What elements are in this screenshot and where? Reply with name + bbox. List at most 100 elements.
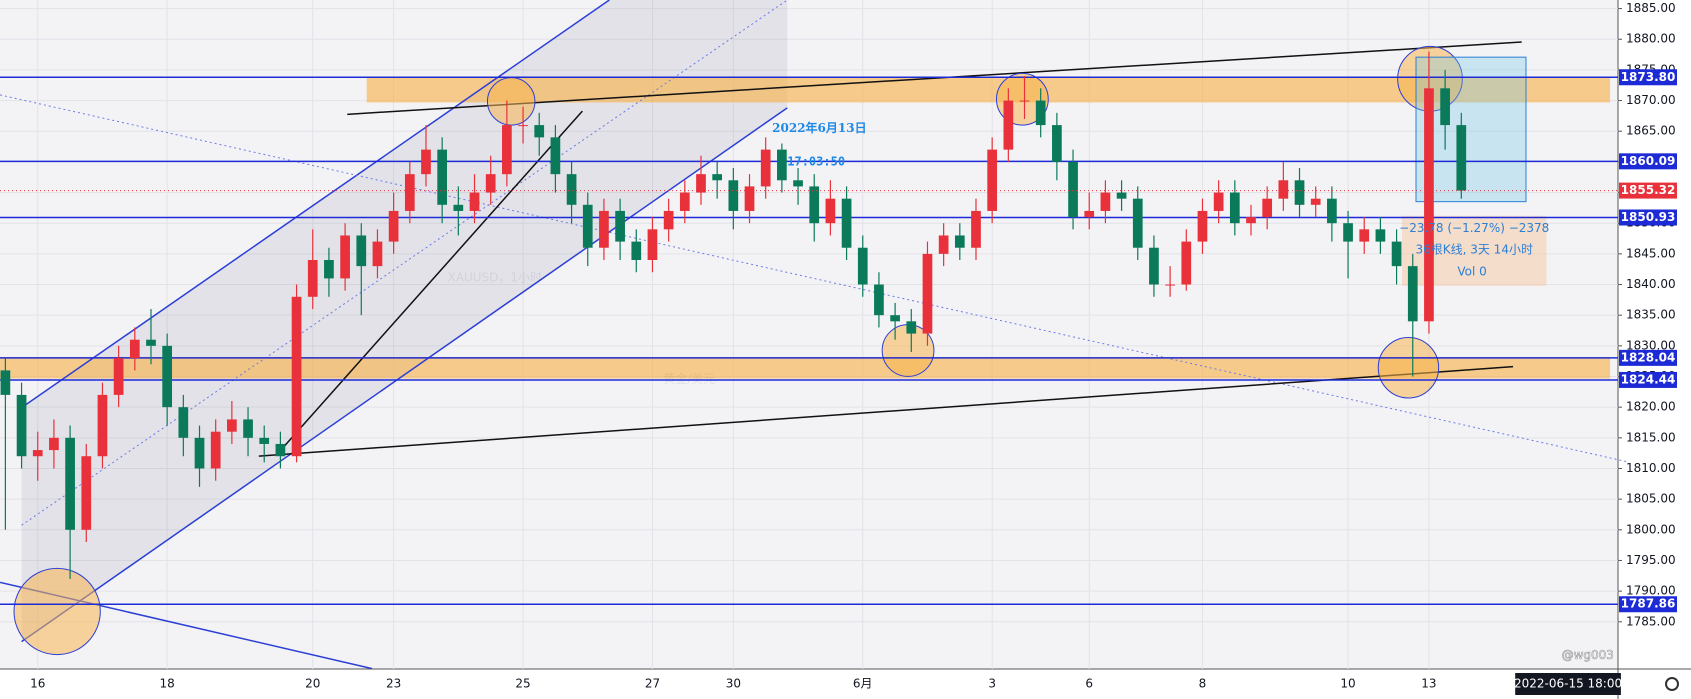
candle-body: [372, 241, 383, 267]
candles: [0, 51, 1467, 579]
candle-body: [1068, 161, 1078, 218]
author: @wg003: [1562, 648, 1614, 662]
candle-body: [1181, 241, 1192, 285]
x-tick-label: 3: [988, 677, 996, 691]
candle-body: [1278, 180, 1289, 199]
candle-body: [227, 419, 237, 432]
candle-body: [1246, 217, 1256, 224]
candle-body: [809, 186, 820, 224]
candle-body: [1149, 247, 1159, 285]
y-tick-label: 1865.00: [1626, 124, 1676, 138]
level-label-box: [1619, 209, 1677, 226]
measure-volume: Vol 0: [1457, 264, 1486, 278]
x-tick-label: 8: [1199, 677, 1207, 691]
highlight-circle: [13, 567, 101, 656]
y-tick-label: 1830.00: [1626, 338, 1676, 352]
candle-body: [1294, 180, 1305, 205]
candle-body: [81, 456, 92, 530]
candle-body: [760, 149, 771, 187]
candle-body: [1035, 100, 1046, 126]
level-label-box: [1619, 371, 1677, 388]
candle-body: [1003, 100, 1014, 150]
drawings: [0, 0, 1627, 670]
candle-body: [1359, 229, 1370, 242]
candle-body: [129, 339, 140, 359]
candle-body: [291, 296, 302, 457]
measure-change: −23.78 (−1.27%) −2378: [1399, 221, 1549, 235]
y-tick-label: 1835.00: [1626, 308, 1676, 322]
candle-body: [1229, 192, 1240, 224]
y-tick-label: 1785.00: [1626, 614, 1676, 628]
candle-body: [49, 437, 59, 451]
candle-body: [534, 125, 545, 138]
candle-body: [971, 210, 981, 248]
y-tick-label: 1805.00: [1626, 492, 1676, 506]
candle-body: [356, 235, 367, 267]
candle-body: [1391, 241, 1402, 267]
measure-box: [1415, 56, 1527, 203]
candle-body: [696, 174, 706, 193]
level-label-box: [1619, 596, 1677, 613]
candle-body: [857, 247, 868, 285]
candle-body: [1100, 192, 1111, 211]
x-tick-label: 6: [1085, 677, 1093, 691]
candle-body: [65, 437, 75, 530]
candle-body: [550, 137, 561, 175]
y-tick-label: 1815.00: [1626, 430, 1676, 444]
candle-body: [324, 259, 334, 279]
candle-body: [421, 149, 431, 175]
current-price-label: 1855.32: [1621, 183, 1676, 197]
y-tick-label: 1840.00: [1626, 277, 1676, 291]
candle-body: [210, 431, 221, 469]
candle-body: [679, 192, 690, 211]
y-tick-label: 1820.00: [1626, 400, 1676, 414]
candle-body: [146, 339, 156, 346]
candle-body: [1327, 198, 1337, 224]
candle-body: [404, 174, 415, 211]
x-tick-label: 20: [305, 677, 320, 691]
x-tick-label: 10: [1340, 677, 1355, 691]
candle-body: [728, 180, 739, 211]
candle-body: [874, 284, 884, 316]
candle-body: [1132, 198, 1143, 248]
candle-body: [825, 198, 836, 224]
candle-body: [194, 437, 205, 469]
crosshair-time: 2022-06-15 18:00: [1514, 677, 1622, 691]
candle-body: [890, 315, 900, 322]
level-label-box: [1619, 349, 1677, 366]
candle-body: [1407, 266, 1418, 322]
black-rise: [277, 110, 583, 454]
candle-body: [1197, 210, 1208, 242]
y-tick-label: 1870.00: [1626, 93, 1676, 107]
candle-body: [340, 235, 350, 279]
candle-body: [582, 204, 593, 248]
level-label-box: [1619, 153, 1677, 170]
candle-body: [243, 419, 253, 438]
time-axis-background: [0, 669, 1618, 699]
candle-body: [113, 358, 124, 395]
grid: [0, 0, 1618, 669]
candle-body: [485, 174, 496, 193]
x-tick-label: 27: [645, 677, 660, 691]
candle-body: [954, 235, 965, 248]
candle-body: [663, 210, 674, 230]
level-label: 1824.44: [1621, 372, 1676, 386]
y-tick-label: 1795.00: [1626, 553, 1676, 567]
measure-span: 36根K线, 3天 14小时: [1415, 243, 1533, 257]
y-tick-label: 1790.00: [1626, 584, 1676, 598]
candle-body: [1019, 100, 1030, 102]
candle-body: [518, 125, 528, 127]
x-tick-label: 25: [515, 677, 530, 691]
current-price-box: [1619, 182, 1677, 199]
candle-body: [32, 450, 43, 457]
y-tick-label: 1885.00: [1626, 1, 1676, 15]
candle-body: [744, 186, 755, 211]
candle-body: [615, 210, 625, 242]
candle-body: [712, 174, 723, 181]
candle-body: [502, 125, 512, 175]
axes: 1785.00 1790.00 1795.00 1800.00 1805.00 1810.…: [30, 1, 1679, 695]
channel-lower: [21, 107, 788, 643]
settings-icon[interactable]: [1665, 677, 1679, 691]
candle-body: [16, 394, 27, 457]
